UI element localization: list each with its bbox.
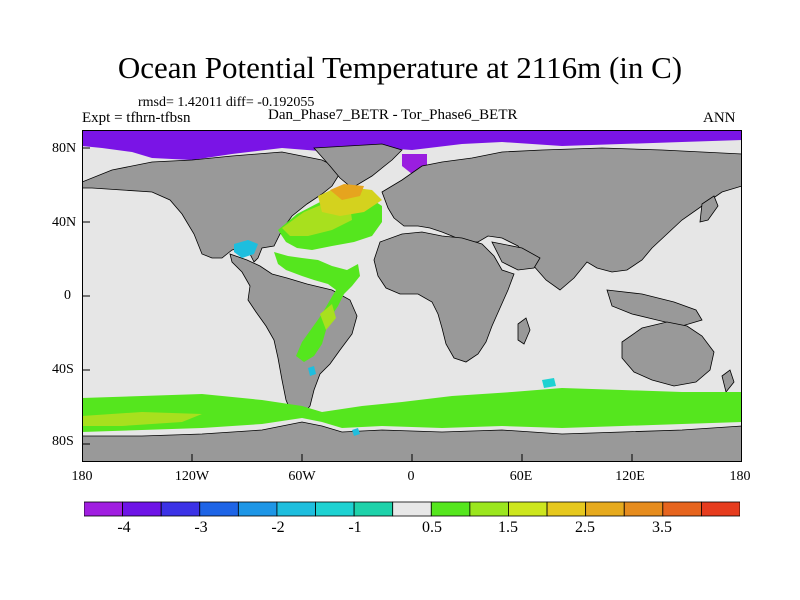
southern-ocean-anomaly	[82, 388, 742, 432]
stats-text: rmsd= 1.42011 diff= -0.192055	[138, 95, 315, 110]
colorbar-label-neg2: -2	[271, 519, 285, 536]
colorbar-box	[315, 501, 355, 517]
lon-label-0: 0	[407, 469, 415, 484]
lon-label-60e: 60E	[509, 469, 533, 484]
colorbar-label-3-5: 3.5	[652, 519, 672, 536]
lat-label-0: 0	[64, 288, 71, 303]
australia	[621, 321, 715, 387]
africa	[373, 231, 515, 363]
colorbar-box	[160, 501, 201, 517]
north-atlantic-warm-3	[330, 184, 364, 200]
experiment-label: Expt = tfhrn-tfbsn	[82, 110, 191, 126]
caribbean-anomaly	[234, 240, 258, 258]
colorbar-box	[701, 501, 740, 517]
colorbar-label-neg4: -4	[117, 519, 131, 536]
eurasia	[381, 147, 742, 291]
arctic-anomaly	[82, 130, 742, 160]
world-map	[82, 130, 742, 462]
colorbar-box	[623, 501, 664, 517]
colorbar-box	[546, 501, 587, 517]
lon-label-180w: 180	[71, 469, 93, 484]
colorbar-label-2-5: 2.5	[575, 519, 595, 536]
colorbar-label-neg3: -3	[194, 519, 208, 536]
north-america	[82, 151, 343, 263]
colorbar-box	[469, 501, 509, 517]
colorbar-box	[430, 501, 471, 517]
lon-label-60w: 60W	[288, 469, 316, 484]
season-label: ANN	[703, 110, 736, 126]
colorbar-label-0-5: 0.5	[422, 519, 442, 536]
lon-label-120w: 120W	[174, 469, 210, 484]
southern-warm-patch	[82, 412, 202, 426]
madagascar	[517, 317, 531, 345]
colorbar-box	[237, 501, 278, 517]
colorbar-box	[392, 501, 432, 517]
indonesia	[606, 289, 703, 327]
south-atlantic-cold	[308, 366, 316, 376]
tick-marks	[82, 147, 633, 462]
case-comparison: Dan_Phase7_BETR - Tor_Phase6_BETR	[268, 107, 518, 123]
antarctica	[82, 421, 742, 462]
colorbar-box	[585, 501, 625, 517]
colorbar-box	[122, 501, 162, 517]
colorbar-box	[353, 501, 394, 517]
lon-label-120e: 120E	[615, 469, 645, 484]
lat-label-80s: 80S	[52, 434, 74, 449]
colorbar-box	[199, 501, 239, 517]
colorbar-label-1-5: 1.5	[498, 519, 518, 536]
antarctic-cold	[352, 428, 360, 436]
tropical-warm-patch	[320, 304, 336, 330]
lat-label-40s: 40S	[52, 362, 74, 377]
lat-label-80n: 80N	[52, 141, 77, 156]
southern-cold-patch	[542, 378, 556, 388]
tropical-atlantic-anomaly	[274, 252, 360, 362]
japan	[699, 195, 719, 223]
chart-title: Ocean Potential Temperature at 2116m (in…	[117, 50, 683, 85]
new-zealand	[721, 369, 735, 393]
lon-label-180e: 180	[729, 469, 751, 484]
colorbar-box	[84, 501, 123, 517]
colorbar-box	[662, 501, 702, 517]
colorbar	[84, 501, 740, 517]
colorbar-box	[508, 501, 548, 517]
south-america	[229, 253, 358, 417]
lat-label-40n: 40N	[52, 215, 77, 230]
north-atlantic-warm-2	[318, 186, 382, 216]
colorbar-label-neg1: -1	[348, 519, 362, 536]
arabia	[491, 241, 541, 271]
colorbar-box	[276, 501, 316, 517]
greenland	[313, 143, 403, 189]
